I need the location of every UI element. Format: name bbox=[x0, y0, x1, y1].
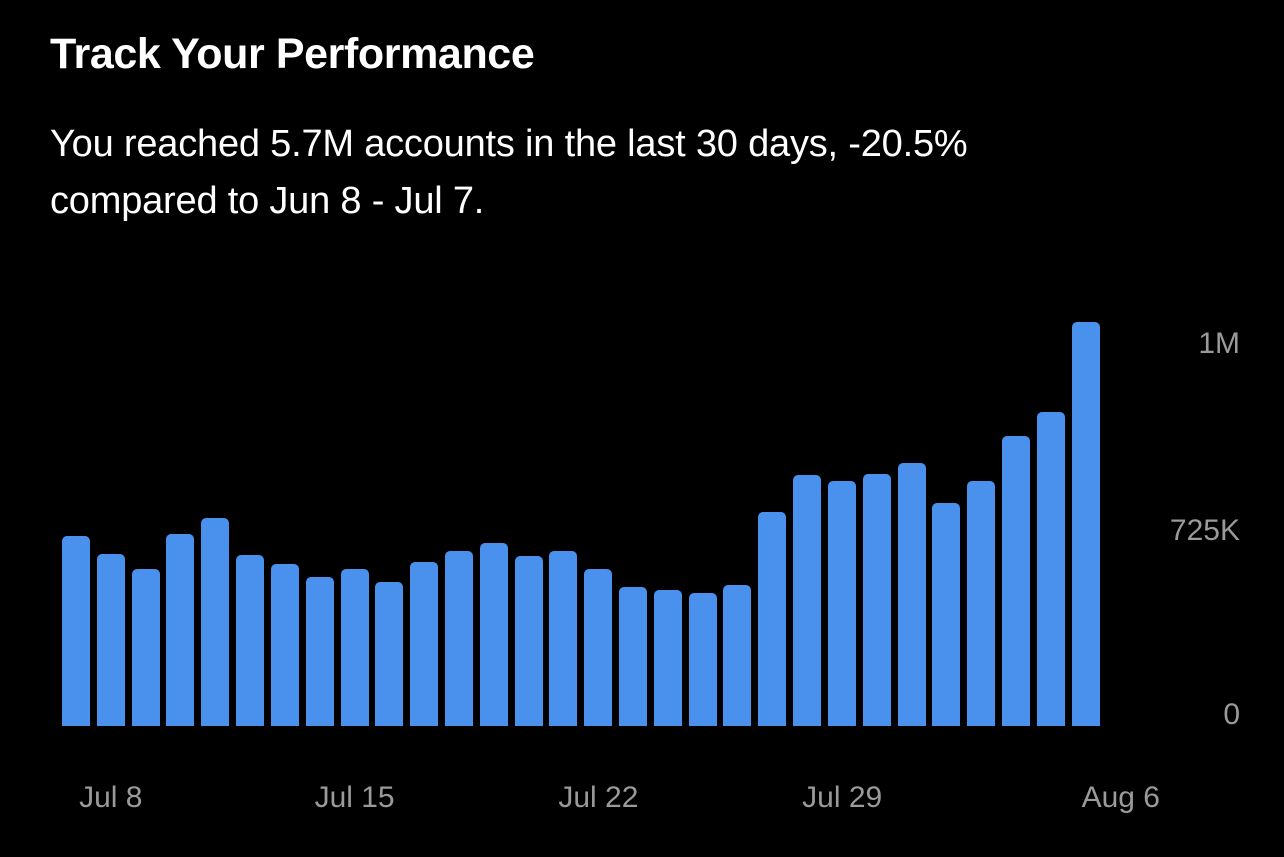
y-tick-label-0: 0 bbox=[1223, 698, 1240, 731]
bar[interactable] bbox=[62, 536, 90, 726]
x-tick-label: Jul 8 bbox=[79, 781, 143, 814]
bar[interactable] bbox=[375, 581, 404, 726]
chart-plot-area bbox=[62, 322, 1100, 726]
bar[interactable] bbox=[131, 569, 160, 726]
reach-bar-chart[interactable]: 1M 725K 0 Jul 8 Jul 15 Jul 22 Jul 29 Aug 6 bbox=[0, 300, 1284, 857]
summary-text: You reached 5.7M accounts in the last 30… bbox=[50, 123, 968, 222]
y-tick-label-725k: 725K bbox=[1169, 514, 1240, 547]
bar[interactable] bbox=[897, 462, 926, 726]
page-title: Track Your Performance bbox=[50, 30, 535, 78]
y-axis: 1M 725K 0 bbox=[1128, 300, 1268, 760]
bar[interactable] bbox=[1001, 435, 1030, 726]
bar[interactable] bbox=[653, 590, 682, 726]
bar[interactable] bbox=[410, 562, 439, 726]
bar[interactable] bbox=[619, 587, 647, 726]
bar[interactable] bbox=[827, 480, 856, 726]
y-tick-label-1m: 1M bbox=[1198, 327, 1240, 360]
bar[interactable] bbox=[305, 577, 334, 726]
x-tick-label: Jul 15 bbox=[314, 781, 395, 814]
x-tick-label: Jul 22 bbox=[558, 781, 639, 814]
bar[interactable] bbox=[1071, 322, 1100, 726]
x-tick-label: Jul 29 bbox=[802, 781, 883, 814]
bar[interactable] bbox=[793, 474, 822, 726]
bar[interactable] bbox=[514, 556, 543, 726]
bar[interactable] bbox=[444, 551, 473, 726]
bar[interactable] bbox=[340, 569, 369, 726]
bar-series bbox=[62, 322, 1100, 726]
bar[interactable] bbox=[688, 593, 717, 726]
x-axis: Jul 8 Jul 15 Jul 22 Jul 29 Aug 6 bbox=[0, 780, 1284, 840]
bar[interactable] bbox=[479, 543, 508, 726]
bar[interactable] bbox=[862, 474, 891, 726]
bar[interactable] bbox=[584, 569, 613, 726]
bar[interactable] bbox=[96, 553, 125, 726]
bar[interactable] bbox=[967, 480, 996, 726]
bar[interactable] bbox=[932, 502, 961, 726]
bar[interactable] bbox=[236, 555, 265, 726]
x-tick-label: Aug 6 bbox=[1081, 781, 1160, 814]
bar[interactable] bbox=[201, 517, 230, 726]
bar[interactable] bbox=[166, 534, 195, 726]
bar[interactable] bbox=[270, 563, 299, 726]
bar[interactable] bbox=[1036, 412, 1065, 726]
bar[interactable] bbox=[723, 585, 752, 726]
bar[interactable] bbox=[549, 551, 578, 726]
header: Track Your Performance You reached 5.7M … bbox=[50, 28, 1150, 230]
bar[interactable] bbox=[758, 512, 787, 726]
